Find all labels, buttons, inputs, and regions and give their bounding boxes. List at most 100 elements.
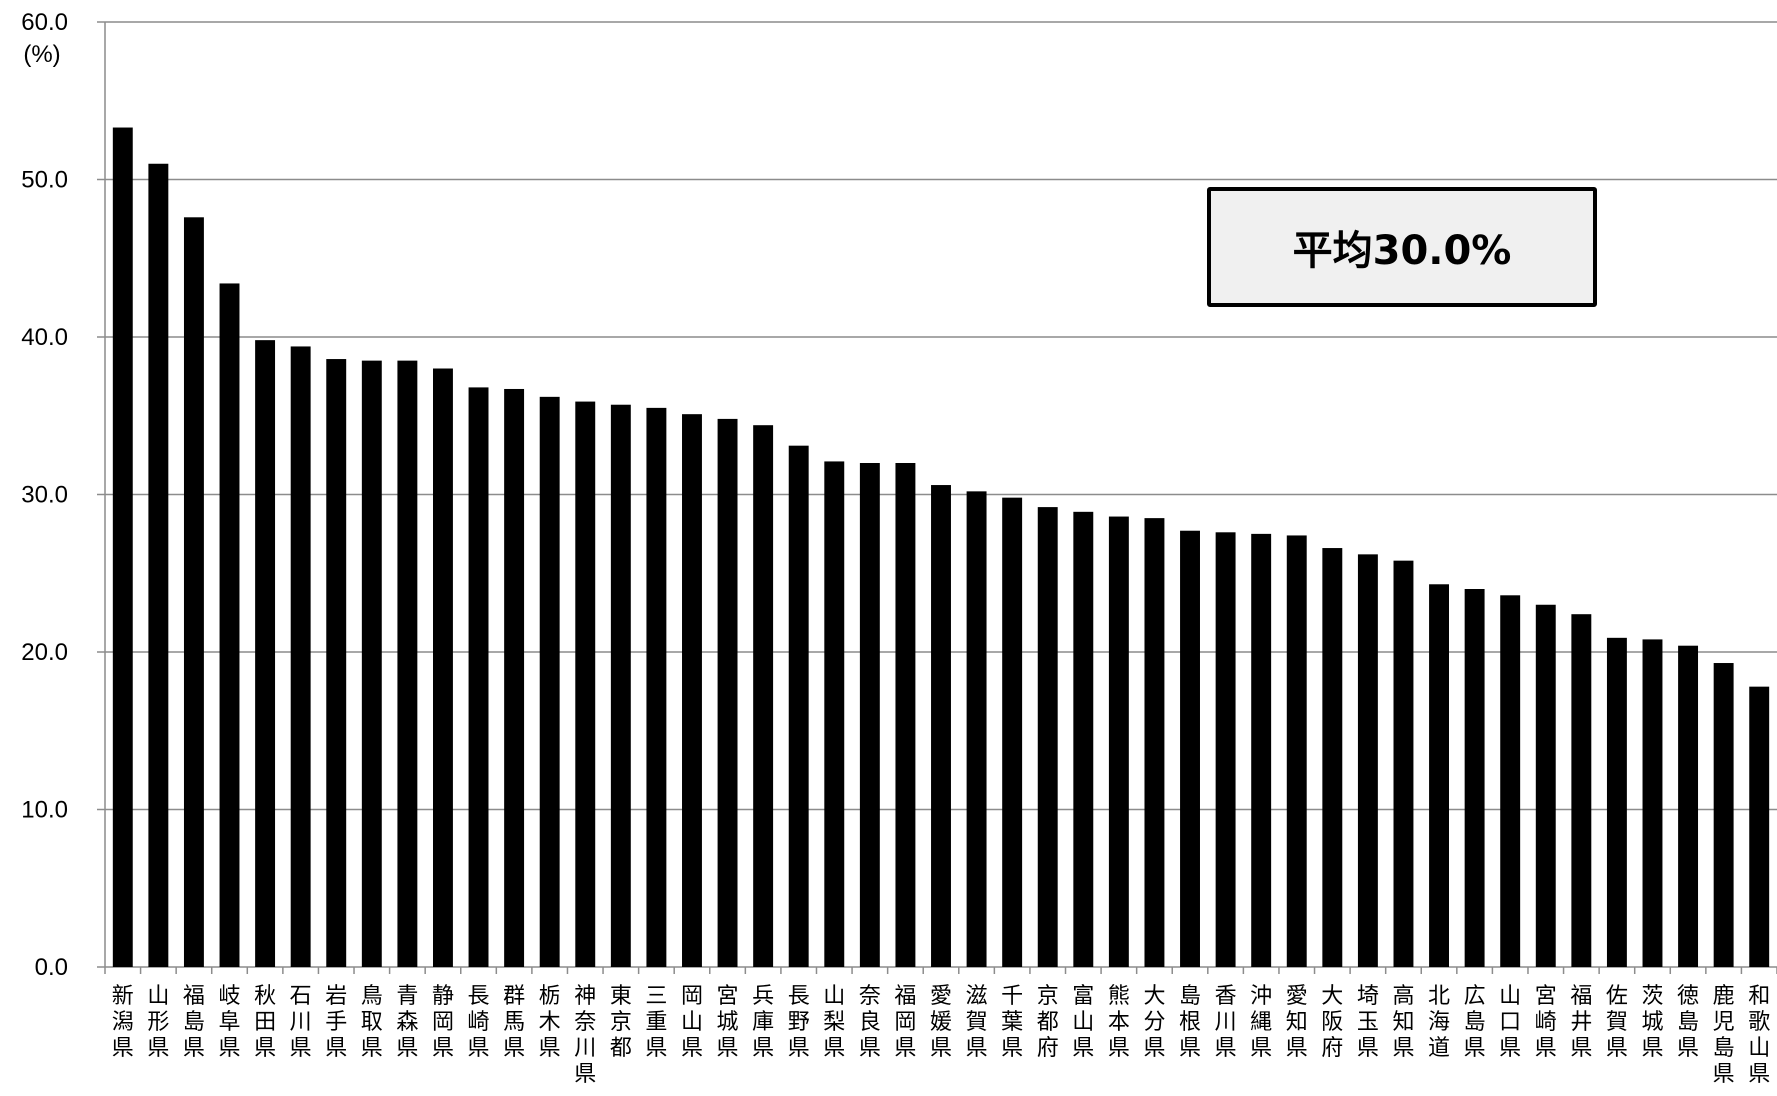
x-tick-label: 岐阜県 [219,984,241,1061]
bar [1322,548,1343,967]
bar [1393,560,1414,967]
x-tick-label: 和歌山県 [1748,984,1770,1087]
x-tick-label: 石川県 [290,984,312,1061]
bar [1535,604,1556,967]
bar [219,283,240,967]
y-tick-label: 60.0 [21,9,68,36]
x-tick-label: 茨城県 [1641,984,1663,1061]
x-tick-label: 千葉県 [1001,984,1023,1061]
bar [717,418,738,967]
bar [788,445,809,967]
bar [1464,589,1485,967]
x-tick-label: 京都府 [1037,984,1059,1061]
y-tick-label: 0.0 [35,954,68,981]
bar [682,414,702,967]
bar [290,346,311,967]
x-tick-label: 鹿児島県 [1713,984,1735,1087]
y-axis-unit-label: (%) [23,41,60,68]
x-tick-label: 鳥取県 [361,984,383,1061]
bar [859,463,880,967]
bar [148,163,169,967]
x-tick-label: 広島県 [1464,984,1486,1061]
bar [326,359,347,967]
x-tick-label: 岩手県 [325,984,347,1061]
bar [1713,663,1734,967]
average-annotation-box: 平均30.0% [1207,187,1597,307]
x-tick-label: 青森県 [396,984,418,1061]
x-tick-label: 奈良県 [859,984,881,1061]
average-annotation: 平均30.0% [1292,228,1512,274]
x-tick-label: 滋賀県 [966,984,988,1061]
bar [112,127,133,967]
y-tick-label: 10.0 [21,797,68,824]
bar [824,461,845,967]
bar [397,360,418,967]
bar [1500,595,1521,967]
x-tick-label: 長崎県 [468,984,490,1061]
bar [1678,645,1699,967]
bar [1571,614,1592,967]
x-tick-label: 熊本県 [1108,984,1130,1061]
x-tick-label: 島根県 [1179,984,1201,1061]
bar [610,404,631,968]
bar [1073,511,1094,967]
x-tick-label: 三重県 [645,984,667,1061]
bar [432,368,453,967]
x-tick-label: 長野県 [788,984,810,1061]
bar [575,401,596,967]
x-tick-label: 埼玉県 [1357,984,1379,1061]
bar [183,217,204,968]
y-tick-label: 20.0 [21,639,68,666]
bar [504,388,525,968]
x-tick-label: 愛媛県 [930,984,952,1061]
y-tick-labels: 0.0 10.0 20.0 30.0 40.0 50.0 60.0 [21,9,68,981]
x-tick-label: 神奈川県 [574,984,596,1087]
x-tick-label: 北海道 [1428,984,1450,1061]
bar [1749,686,1770,967]
x-tick-label: 兵庫県 [752,984,774,1061]
x-tick-label: 高知県 [1392,984,1414,1061]
bar [1002,497,1023,967]
bar [895,463,916,967]
bar [1606,637,1627,967]
x-tick-label: 香川県 [1215,984,1237,1061]
x-tick-label: 大分県 [1143,984,1165,1061]
x-tick-label: 福岡県 [894,984,916,1061]
y-tick-label: 40.0 [21,324,68,351]
bar [1180,530,1200,967]
x-tick-label: 山口県 [1499,984,1521,1061]
x-tick-label: 東京都 [610,984,632,1061]
x-tick-label: 沖縄県 [1250,984,1272,1061]
y-tick-label: 30.0 [21,482,68,509]
bars [112,127,1770,968]
bar [1251,533,1272,967]
x-tick-label: 宮城県 [717,984,739,1061]
bar [753,425,774,967]
x-tick-label: 大阪府 [1321,984,1343,1061]
x-tick-label: 山形県 [147,984,169,1061]
x-tick-label: 岡山県 [681,984,703,1061]
bar [361,360,382,967]
x-tick-label: 愛知県 [1286,984,1308,1061]
bar [1429,584,1450,967]
x-tick-label: 秋田県 [254,984,276,1061]
bar [1037,507,1058,967]
x-tick-label: 佐賀県 [1606,984,1628,1061]
x-tick-label: 群馬県 [503,984,525,1061]
bar [1642,639,1663,967]
x-tick-label: 福井県 [1570,984,1592,1061]
bar [966,491,987,967]
y-tick-label: 50.0 [21,167,68,194]
x-tick-label: 静岡県 [432,984,454,1061]
x-tick-label: 徳島県 [1677,984,1699,1061]
x-tick-label: 宮崎県 [1535,984,1557,1061]
x-tick-label: 栃木県 [539,984,561,1061]
bar [1215,532,1236,967]
x-tick-label: 新潟県 [112,984,134,1061]
bar [931,485,951,967]
bar [1286,535,1307,967]
x-tick-label: 富山県 [1072,984,1094,1061]
x-tick-label: 山梨県 [823,984,845,1061]
x-tick-labels: 新潟県山形県福島県岐阜県秋田県石川県岩手県鳥取県青森県静岡県長崎県群馬県栃木県神… [112,984,1770,1087]
bar [646,407,667,967]
